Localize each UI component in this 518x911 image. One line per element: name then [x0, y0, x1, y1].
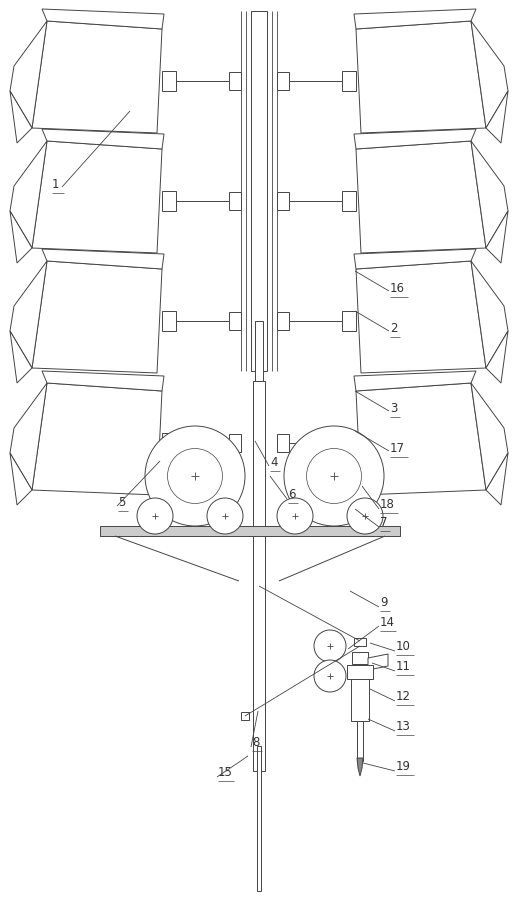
Text: 3: 3 [390, 402, 397, 415]
Circle shape [314, 660, 346, 692]
Text: 7: 7 [380, 516, 387, 529]
Polygon shape [471, 261, 508, 368]
Circle shape [137, 498, 173, 534]
Bar [229, 192, 241, 210]
Text: 15: 15 [218, 766, 233, 779]
Bar [277, 192, 289, 210]
Text: 8: 8 [252, 736, 260, 749]
Polygon shape [32, 383, 162, 495]
Bar [241, 712, 249, 720]
Polygon shape [10, 141, 47, 248]
Bar [357, 721, 363, 761]
Text: 6: 6 [288, 488, 295, 501]
Bar [342, 191, 356, 211]
Polygon shape [10, 21, 47, 128]
Polygon shape [10, 383, 47, 490]
Polygon shape [32, 21, 162, 133]
Polygon shape [471, 141, 508, 248]
Text: 11: 11 [396, 660, 411, 673]
Polygon shape [10, 91, 32, 143]
Text: 17: 17 [390, 442, 405, 455]
Text: 4: 4 [270, 456, 278, 469]
Bar [100, 526, 400, 536]
Text: 5: 5 [118, 496, 125, 509]
Polygon shape [354, 371, 476, 391]
Text: 10: 10 [396, 640, 411, 653]
Bar [342, 433, 356, 453]
Bar [351, 671, 369, 721]
Polygon shape [356, 383, 486, 495]
Polygon shape [42, 249, 164, 269]
Polygon shape [486, 453, 508, 505]
Polygon shape [471, 383, 508, 490]
Polygon shape [354, 129, 476, 149]
Bar [347, 665, 373, 679]
Polygon shape [368, 654, 388, 670]
Polygon shape [10, 261, 47, 368]
Text: 18: 18 [380, 498, 395, 511]
Polygon shape [486, 331, 508, 383]
Bar [162, 433, 176, 453]
Text: 12: 12 [396, 690, 411, 703]
Bar [342, 311, 356, 331]
Text: 9: 9 [380, 596, 387, 609]
Text: 16: 16 [390, 282, 405, 295]
Bar [257, 746, 261, 891]
Bar [251, 11, 267, 371]
Bar [229, 72, 241, 90]
Bar [229, 312, 241, 330]
Bar [277, 312, 289, 330]
Polygon shape [10, 331, 32, 383]
Circle shape [167, 448, 223, 504]
Polygon shape [10, 453, 32, 505]
Bar [229, 434, 241, 452]
Polygon shape [486, 211, 508, 263]
Polygon shape [354, 249, 476, 269]
Text: 19: 19 [396, 760, 411, 773]
Text: 14: 14 [380, 616, 395, 629]
Polygon shape [42, 371, 164, 391]
Text: 13: 13 [396, 720, 411, 733]
Polygon shape [356, 141, 486, 253]
Polygon shape [354, 9, 476, 29]
Polygon shape [32, 261, 162, 373]
Bar [277, 434, 289, 452]
Circle shape [207, 498, 243, 534]
Text: 1: 1 [52, 178, 60, 191]
Text: 2: 2 [390, 322, 397, 335]
Polygon shape [356, 261, 486, 373]
Polygon shape [471, 21, 508, 128]
Bar [162, 311, 176, 331]
Circle shape [347, 498, 383, 534]
Polygon shape [42, 129, 164, 149]
Bar [162, 71, 176, 91]
Circle shape [284, 426, 384, 526]
Circle shape [307, 448, 362, 504]
Circle shape [277, 498, 313, 534]
Polygon shape [42, 9, 164, 29]
Bar [162, 191, 176, 211]
Polygon shape [357, 758, 363, 776]
Bar [354, 638, 366, 646]
Bar [255, 321, 263, 381]
Polygon shape [10, 211, 32, 263]
Polygon shape [356, 21, 486, 133]
Polygon shape [486, 91, 508, 143]
Bar [342, 71, 356, 91]
Bar [253, 381, 265, 771]
Bar [277, 72, 289, 90]
Circle shape [145, 426, 245, 526]
Polygon shape [32, 141, 162, 253]
Bar [352, 652, 368, 664]
Circle shape [314, 630, 346, 662]
